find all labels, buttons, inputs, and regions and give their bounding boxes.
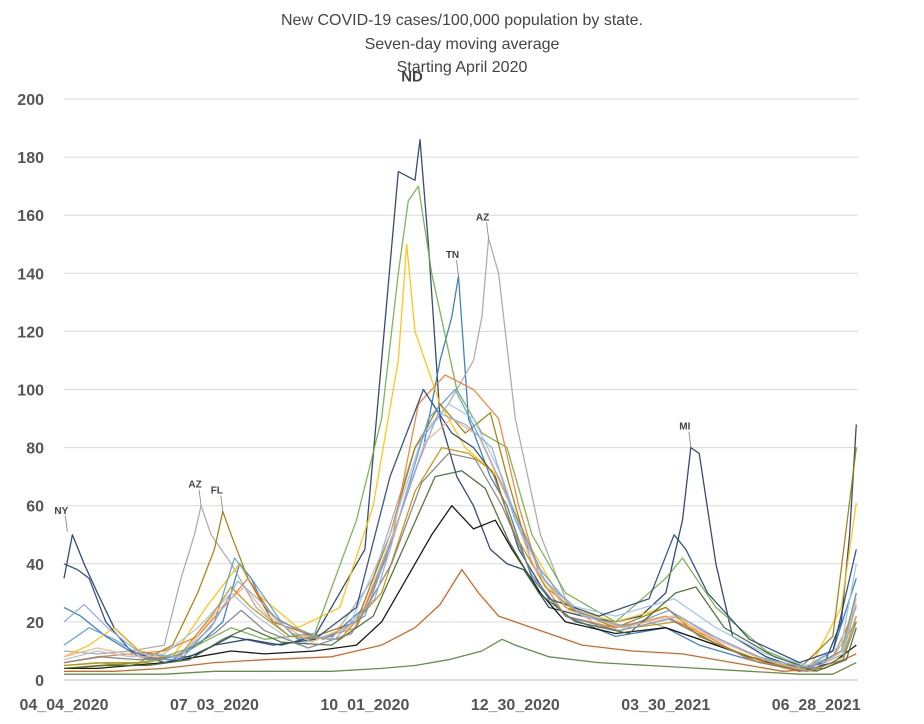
y-tick-label: 0	[35, 673, 44, 690]
x-tick-label: 07_03_2020	[170, 697, 259, 714]
annotation-leader	[486, 222, 489, 239]
annotation-leader	[220, 495, 224, 512]
annotation-label: AZ	[476, 212, 489, 223]
series-line-5	[63, 185, 857, 670]
series-line-17	[63, 452, 857, 672]
y-tick-label: 160	[17, 208, 44, 225]
x-tick-label: 10_01_2020	[320, 697, 409, 714]
chart-title-line-3: Starting April 2020	[396, 59, 528, 76]
chart-title-line-1: New COVID-19 cases/100,000 population by…	[281, 12, 643, 29]
y-tick-label: 40	[26, 557, 44, 574]
annotation-leader	[456, 260, 459, 277]
annotation-leader	[688, 431, 692, 448]
y-tick-label: 180	[17, 150, 44, 167]
x-tick-label: 04_04_2020	[20, 697, 109, 714]
series-line-15	[63, 470, 857, 672]
series-line-13	[63, 388, 857, 670]
series-line-2	[63, 275, 857, 672]
y-tick-label: 20	[26, 615, 44, 632]
annotation-label: AZ	[188, 480, 201, 491]
x-tick-label: 12_30_2020	[471, 697, 560, 714]
y-tick-label: 120	[17, 324, 44, 341]
annotation-label: FL	[211, 486, 223, 497]
chart-title-line-2: Seven-day moving average	[364, 36, 560, 53]
x-tick-label: 06_28_2021	[772, 697, 861, 714]
annotation-leader	[198, 489, 202, 506]
annotation-label: NY	[54, 506, 68, 517]
series-line-11	[63, 403, 857, 667]
y-tick-label: 60	[26, 499, 44, 516]
series-line-9	[64, 568, 857, 672]
series-line-7	[64, 505, 857, 672]
series-line-6	[63, 403, 857, 670]
x-tick-label: 03_30_2021	[621, 697, 710, 714]
y-tick-label: 80	[26, 441, 44, 458]
annotation-leader	[64, 515, 68, 532]
annotation-label: TN	[446, 250, 459, 261]
y-tick-label: 200	[17, 92, 44, 109]
y-tick-label: 140	[17, 266, 44, 283]
annotation-label: MI	[679, 422, 690, 433]
series-line-10	[64, 638, 857, 675]
series-line-18	[63, 412, 857, 670]
series-line-12	[63, 388, 857, 664]
series-line-1	[63, 139, 857, 670]
annotation-label: ND	[401, 69, 423, 86]
y-tick-label: 100	[17, 383, 44, 400]
